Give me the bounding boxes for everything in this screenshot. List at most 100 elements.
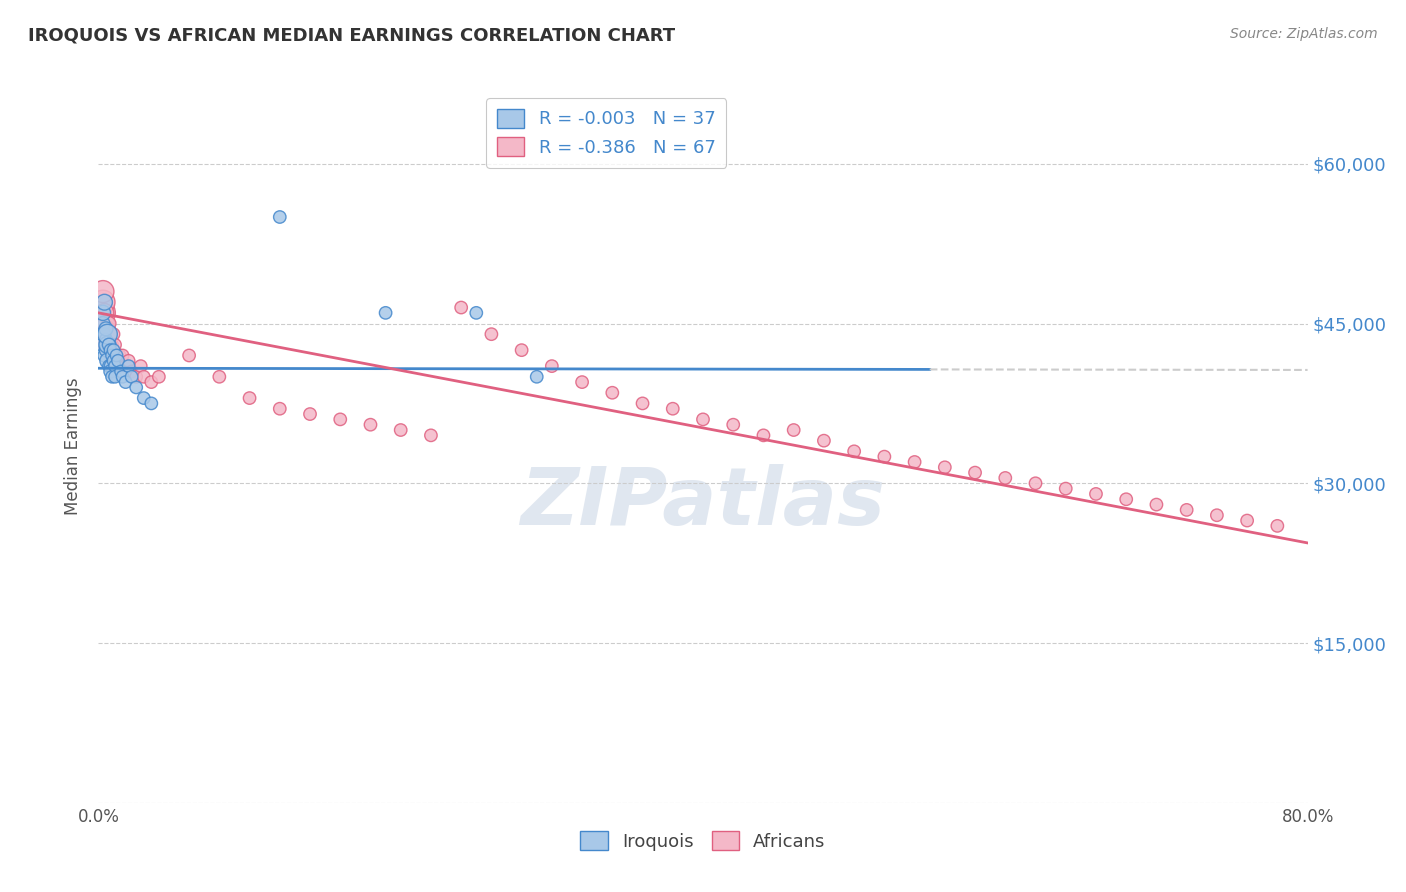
- Point: [93, 349, 115, 363]
- Point: [107, 353, 129, 368]
- Point: [114, 359, 136, 373]
- Point: [111, 369, 134, 384]
- Point: [103, 343, 125, 358]
- Point: [98, 317, 121, 331]
- Point: [374, 306, 396, 320]
- Point: [103, 327, 125, 342]
- Point: [101, 369, 124, 384]
- Point: [450, 301, 472, 315]
- Point: [1267, 519, 1289, 533]
- Text: IROQUOIS VS AFRICAN MEDIAN EARNINGS CORRELATION CHART: IROQUOIS VS AFRICAN MEDIAN EARNINGS CORR…: [28, 27, 675, 45]
- Point: [299, 407, 322, 421]
- Point: [94, 338, 117, 352]
- Point: [1236, 514, 1258, 528]
- Point: [98, 359, 121, 373]
- Point: [93, 327, 115, 342]
- Point: [420, 428, 443, 442]
- Point: [239, 391, 262, 405]
- Point: [148, 369, 170, 384]
- Point: [93, 295, 115, 310]
- Point: [965, 466, 987, 480]
- Point: [904, 455, 927, 469]
- Point: [129, 359, 152, 373]
- Point: [125, 369, 148, 384]
- Point: [179, 349, 201, 363]
- Point: [571, 375, 593, 389]
- Point: [100, 359, 122, 373]
- Point: [104, 369, 127, 384]
- Point: [692, 412, 714, 426]
- Point: [141, 375, 163, 389]
- Point: [132, 391, 155, 405]
- Point: [269, 401, 291, 416]
- Point: [94, 317, 117, 331]
- Point: [100, 327, 122, 342]
- Point: [118, 359, 141, 373]
- Point: [723, 417, 745, 432]
- Legend: Iroquois, Africans: Iroquois, Africans: [574, 824, 832, 858]
- Point: [1206, 508, 1229, 523]
- Point: [110, 359, 132, 373]
- Point: [91, 306, 114, 320]
- Point: [94, 322, 117, 336]
- Point: [1024, 476, 1046, 491]
- Y-axis label: Median Earnings: Median Earnings: [65, 377, 83, 515]
- Point: [104, 338, 127, 352]
- Point: [110, 364, 132, 378]
- Point: [125, 380, 148, 394]
- Point: [103, 343, 125, 358]
- Point: [104, 359, 127, 373]
- Text: Source: ZipAtlas.com: Source: ZipAtlas.com: [1230, 27, 1378, 41]
- Point: [481, 327, 503, 342]
- Point: [602, 385, 624, 400]
- Point: [96, 327, 118, 342]
- Point: [1085, 487, 1108, 501]
- Point: [1115, 492, 1137, 507]
- Point: [96, 343, 118, 358]
- Point: [96, 353, 118, 368]
- Point: [540, 359, 562, 373]
- Point: [1175, 503, 1198, 517]
- Point: [121, 364, 143, 378]
- Point: [101, 338, 124, 352]
- Text: ZIPatlas: ZIPatlas: [520, 464, 886, 542]
- Point: [1054, 482, 1077, 496]
- Point: [121, 369, 143, 384]
- Point: [994, 471, 1017, 485]
- Point: [813, 434, 835, 448]
- Point: [94, 333, 117, 347]
- Point: [208, 369, 231, 384]
- Point: [100, 349, 122, 363]
- Point: [661, 401, 683, 416]
- Point: [114, 375, 136, 389]
- Point: [389, 423, 412, 437]
- Point: [98, 338, 121, 352]
- Point: [91, 285, 114, 299]
- Point: [465, 306, 488, 320]
- Point: [631, 396, 654, 410]
- Point: [360, 417, 382, 432]
- Point: [101, 349, 124, 363]
- Point: [752, 428, 775, 442]
- Point: [94, 343, 117, 358]
- Point: [118, 353, 141, 368]
- Point: [783, 423, 806, 437]
- Point: [91, 317, 114, 331]
- Point: [100, 343, 122, 358]
- Point: [1144, 498, 1167, 512]
- Point: [329, 412, 352, 426]
- Point: [107, 353, 129, 368]
- Point: [844, 444, 866, 458]
- Point: [111, 349, 134, 363]
- Point: [90, 306, 112, 320]
- Point: [93, 306, 115, 320]
- Point: [93, 327, 115, 342]
- Point: [141, 396, 163, 410]
- Point: [934, 460, 956, 475]
- Point: [105, 349, 128, 363]
- Point: [91, 295, 114, 310]
- Point: [100, 364, 122, 378]
- Point: [105, 349, 128, 363]
- Point: [510, 343, 533, 358]
- Point: [90, 338, 112, 352]
